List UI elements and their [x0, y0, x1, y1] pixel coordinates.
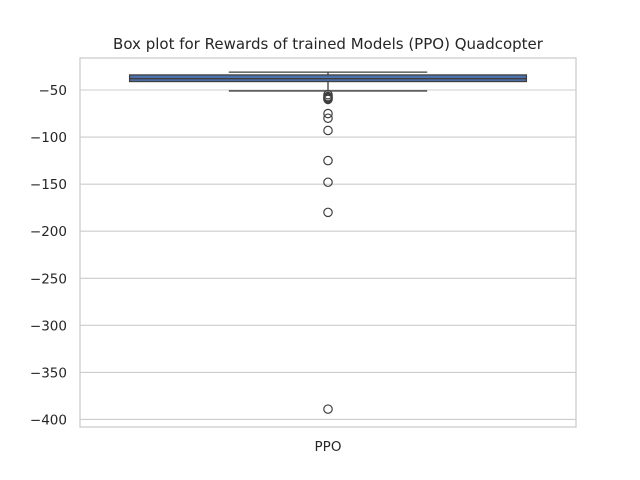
outlier-point	[323, 404, 333, 414]
outlier-point	[323, 113, 333, 124]
y-tick-label: −50	[39, 83, 68, 99]
outlier-point	[323, 108, 333, 119]
chart-title: Box plot for Rewards of trained Models (…	[113, 35, 544, 53]
outlier-point	[323, 207, 333, 218]
gridlines	[80, 89, 576, 421]
x-tick-label: PPO	[315, 439, 342, 455]
y-tick-label: −350	[30, 365, 67, 381]
y-tick-label: −250	[30, 271, 67, 287]
outlier-point	[323, 155, 333, 166]
y-tick-label: −100	[30, 130, 67, 146]
outlier-point	[323, 177, 333, 188]
plot-frame	[79, 57, 577, 428]
y-tick-label: −200	[30, 224, 67, 240]
outlier-point	[323, 94, 333, 105]
plot-area	[128, 71, 528, 414]
axes: −400 −350 −300 −250 −200 −150 −100 −50 PPO	[30, 57, 577, 455]
outlier-point	[323, 125, 333, 136]
y-tick-label: −300	[30, 318, 67, 334]
y-tick-label: −400	[30, 412, 67, 428]
y-tick-label: −150	[30, 177, 67, 193]
